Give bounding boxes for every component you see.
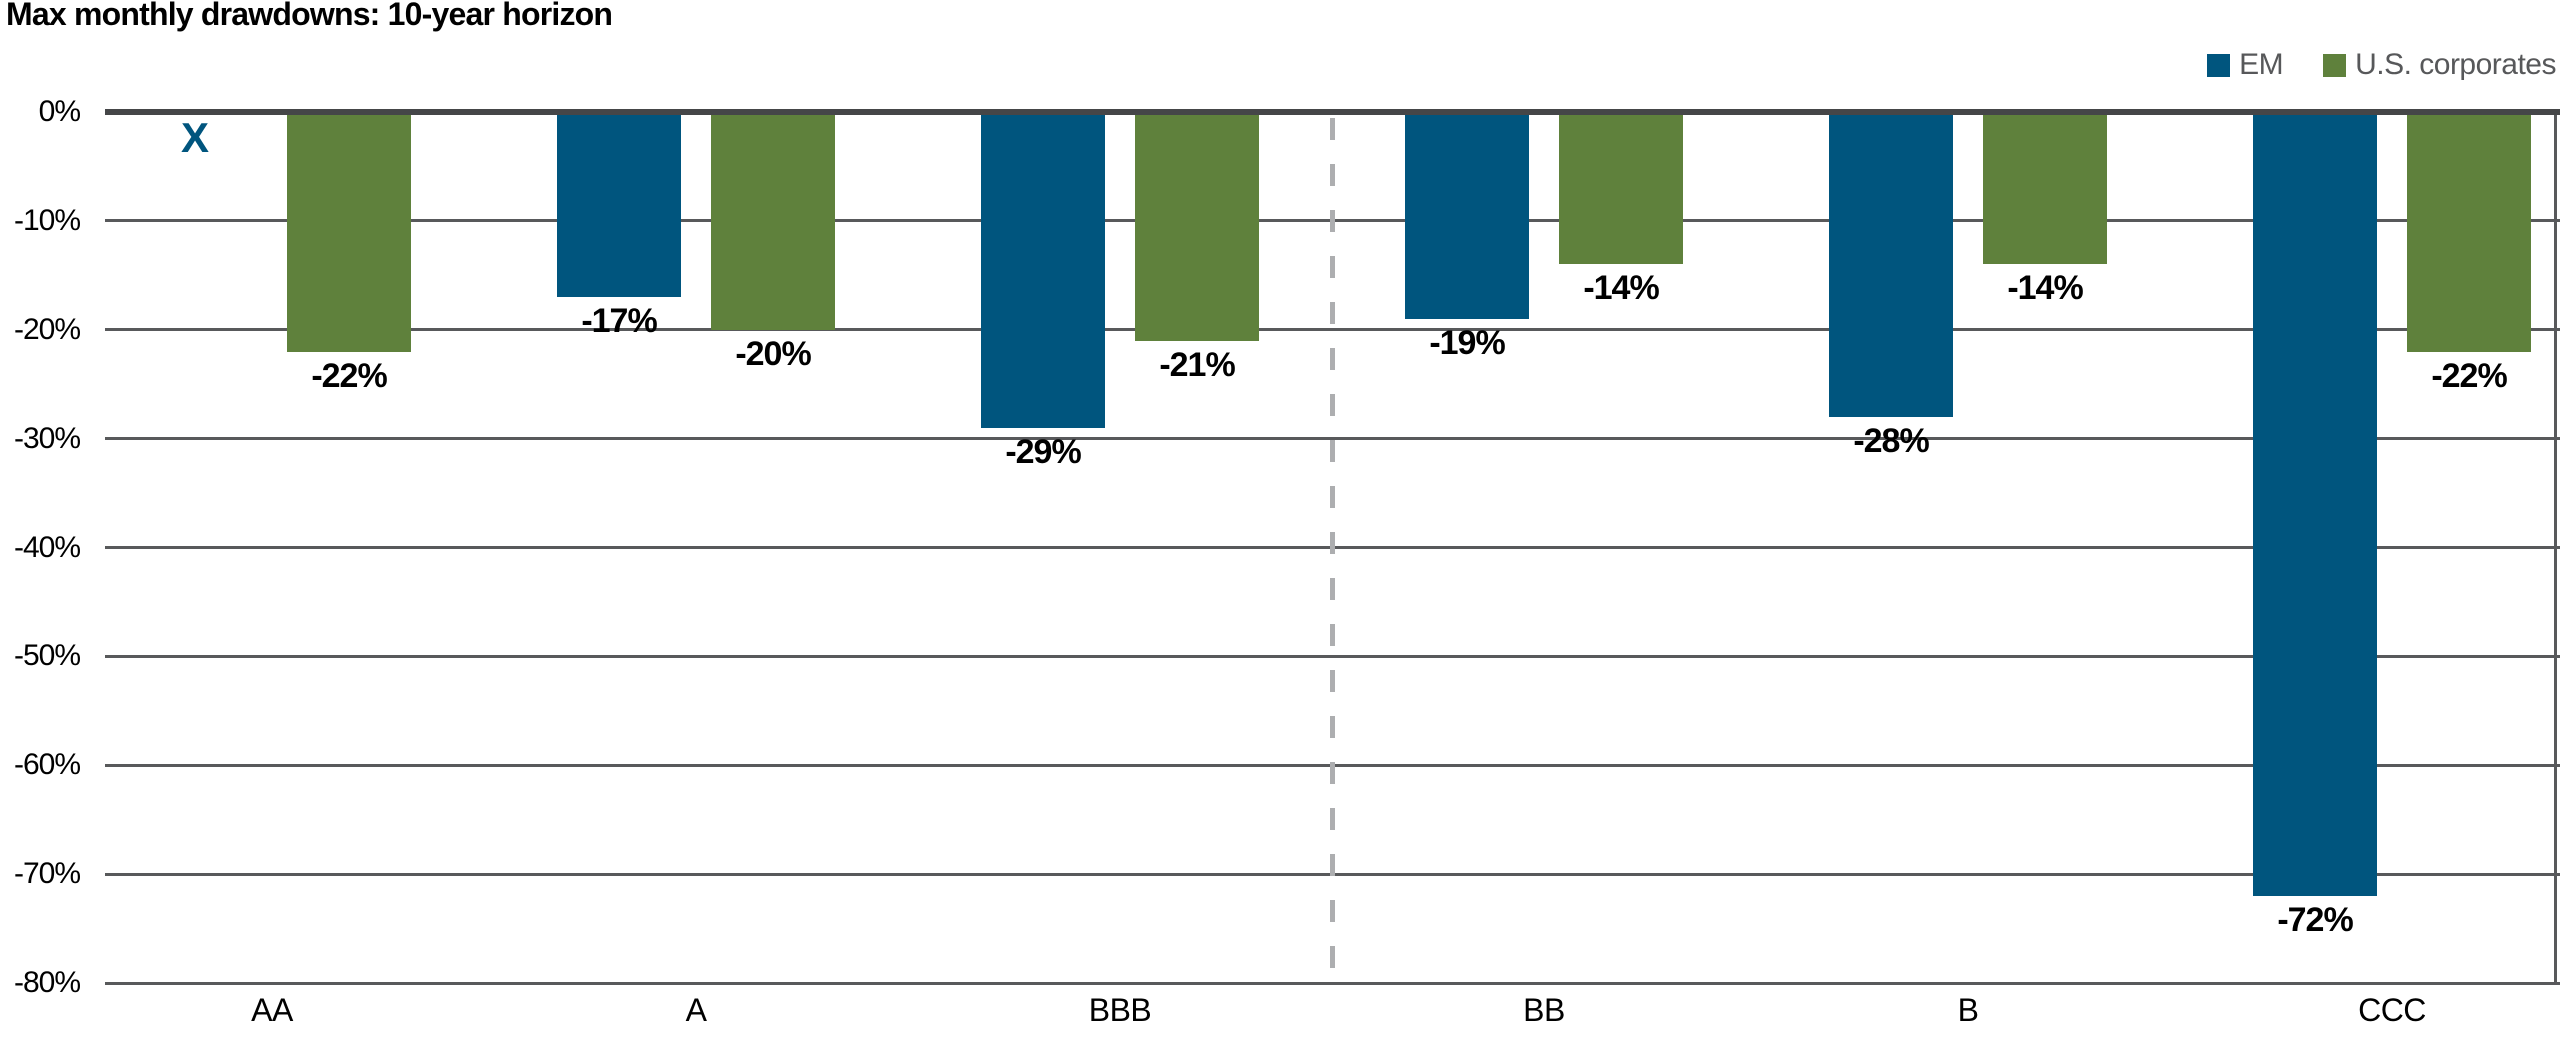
y-axis-tick-label: -30% bbox=[13, 421, 81, 455]
bar-em-B bbox=[1829, 112, 1953, 417]
us-corporates-color-swatch-icon bbox=[2323, 53, 2347, 77]
bar-em-CCC bbox=[2253, 112, 2377, 896]
category-label-b: B bbox=[1957, 992, 1979, 1028]
gridline--80% bbox=[105, 981, 2560, 985]
bar-em-BBB bbox=[981, 112, 1105, 428]
y-axis-tick-label: 0% bbox=[38, 95, 81, 128]
category-label-ccc: CCC bbox=[2358, 992, 2426, 1028]
y-axis-tick-label: -20% bbox=[13, 312, 81, 346]
bar-uscorporates-BBB bbox=[1135, 112, 1259, 341]
bar-value-label: -14% bbox=[1583, 269, 1659, 308]
legend: EM U.S. corporates bbox=[2207, 48, 2556, 82]
category-label-bbb: BBB bbox=[1088, 992, 1152, 1028]
y-axis-tick-label: -60% bbox=[13, 748, 81, 782]
category-label-aa: AA bbox=[251, 992, 293, 1028]
category-label-bb: BB bbox=[1523, 992, 1565, 1028]
bar-uscorporates-A bbox=[711, 112, 835, 330]
bar-uscorporates-CCC bbox=[2407, 112, 2531, 352]
category-label-a: A bbox=[685, 992, 707, 1028]
bar-value-label: -22% bbox=[2431, 356, 2507, 395]
bar-value-label: -22% bbox=[311, 356, 387, 395]
bar-value-label: -20% bbox=[735, 334, 811, 373]
bar-value-label: -28% bbox=[1853, 421, 1929, 460]
bar-value-label: -21% bbox=[1159, 345, 1235, 384]
bar-uscorporates-B bbox=[1983, 112, 2107, 265]
zero-axis-line bbox=[105, 109, 2560, 115]
plot-right-border bbox=[2554, 112, 2557, 983]
bar-value-label: -19% bbox=[1429, 323, 1505, 362]
bar-uscorporates-AA bbox=[287, 112, 411, 352]
missing-data-marker: X bbox=[180, 114, 209, 161]
y-axis-tick-label: -80% bbox=[13, 966, 81, 999]
legend-label-us-corporates: U.S. corporates bbox=[2355, 48, 2556, 81]
y-axis-tick-label: -40% bbox=[13, 530, 81, 564]
bar-value-label: -17% bbox=[581, 302, 657, 341]
bar-value-label: -29% bbox=[1005, 432, 1081, 471]
y-axis-tick-label: -70% bbox=[13, 857, 81, 891]
bar-uscorporates-BB bbox=[1559, 112, 1683, 265]
ig-hy-divider-dashed-line bbox=[1329, 118, 1335, 983]
em-color-swatch-icon bbox=[2207, 53, 2231, 77]
bar-value-label: -72% bbox=[2277, 900, 2353, 939]
y-axis-tick-label: -50% bbox=[13, 639, 81, 673]
y-axis-tick-label: -10% bbox=[13, 203, 81, 237]
bar-em-BB bbox=[1405, 112, 1529, 319]
chart-title: Max monthly drawdowns: 10-year horizon bbox=[6, 0, 613, 32]
bar-value-label: -14% bbox=[2007, 269, 2083, 308]
legend-label-em: EM bbox=[2239, 48, 2284, 81]
legend-item-em: EM bbox=[2207, 48, 2284, 82]
legend-item-us-corporates: U.S. corporates bbox=[2323, 48, 2556, 82]
bar-em-A bbox=[557, 112, 681, 298]
